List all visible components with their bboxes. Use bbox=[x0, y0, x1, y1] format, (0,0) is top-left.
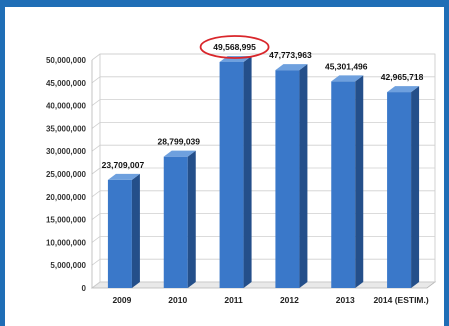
data-label: 28,799,039 bbox=[157, 137, 200, 147]
data-labels: 23,709,007 28,799,039 49,568,995 47,773,963… bbox=[102, 42, 424, 170]
y-tick-label: 20,000,000 bbox=[46, 193, 87, 202]
bar-side-2009 bbox=[131, 173, 140, 288]
bar-side-2011 bbox=[243, 55, 252, 289]
bar-2010 bbox=[163, 156, 188, 288]
gridline-depth bbox=[91, 167, 101, 175]
gridline-depth bbox=[91, 122, 101, 129]
data-label: 47,773,963 bbox=[269, 50, 312, 60]
y-axis-tick-labels: 0 5,000,000 10,000,000 15,000,000 20,000,000… bbox=[46, 56, 87, 293]
highlight-ellipse bbox=[199, 35, 270, 59]
x-category-label: 2011 bbox=[224, 295, 243, 305]
y-tick-label: 5,000,000 bbox=[50, 261, 86, 270]
bars bbox=[107, 55, 420, 289]
y-tick-label: 45,000,000 bbox=[46, 79, 87, 88]
gridline-depth bbox=[91, 99, 101, 106]
gridline-depth bbox=[91, 281, 101, 289]
bar-side-2013 bbox=[355, 75, 364, 289]
x-category-label: 2014 (ESTIM.) bbox=[373, 295, 428, 305]
data-label: 45,301,496 bbox=[325, 61, 368, 71]
bar-top-2009 bbox=[107, 173, 140, 180]
bar-side-2012 bbox=[299, 64, 308, 288]
bar-top-2014 (ESTIM.) bbox=[387, 86, 420, 93]
x-axis-category-labels: 2009 2010 2011 2012 2013 2014 (ESTIM.) bbox=[112, 295, 428, 305]
bar-2011 bbox=[219, 61, 244, 289]
bar-2012 bbox=[275, 70, 300, 288]
top-border bbox=[0, 0, 449, 7]
x-category-label: 2013 bbox=[336, 295, 355, 305]
gridline-depth bbox=[91, 258, 101, 266]
y-tick-label: 0 bbox=[82, 284, 87, 293]
gridline-depth bbox=[91, 53, 101, 61]
bar-2014 (ESTIM.) bbox=[387, 92, 412, 288]
floor bbox=[90, 281, 437, 289]
y-tick-label: 30,000,000 bbox=[46, 147, 87, 156]
gridline-depth bbox=[91, 76, 101, 84]
y-tick-label: 40,000,000 bbox=[46, 102, 87, 111]
gridlines bbox=[90, 53, 437, 289]
x-category-label: 2010 bbox=[168, 295, 187, 305]
right-border bbox=[444, 0, 449, 326]
y-tick-label: 10,000,000 bbox=[46, 238, 87, 247]
bar-side-2014 (ESTIM.) bbox=[411, 86, 420, 288]
left-border bbox=[0, 0, 5, 326]
x-category-label: 2012 bbox=[280, 295, 299, 305]
bar-top-2010 bbox=[163, 150, 196, 157]
data-label: 49,568,995 bbox=[213, 42, 256, 52]
x-category-label: 2009 bbox=[112, 295, 131, 305]
gridline-depth bbox=[91, 190, 101, 198]
highlight-ellipse-layer bbox=[199, 35, 270, 59]
gridline-depth bbox=[91, 213, 101, 220]
bar-2013 bbox=[331, 81, 356, 289]
y-tick-label: 50,000,000 bbox=[46, 56, 87, 65]
data-label: 42,965,718 bbox=[381, 72, 424, 82]
y-tick-label: 15,000,000 bbox=[46, 216, 87, 225]
bar-side-2010 bbox=[187, 150, 196, 288]
gridline-depth bbox=[91, 144, 101, 152]
y-tick-label: 25,000,000 bbox=[46, 170, 87, 179]
bar-2009 bbox=[107, 179, 132, 288]
data-label: 23,709,007 bbox=[102, 160, 145, 170]
bar-top-2013 bbox=[331, 75, 364, 82]
y-tick-label: 35,000,000 bbox=[46, 124, 87, 133]
gridline-depth bbox=[91, 236, 101, 243]
bar-top-2012 bbox=[275, 64, 308, 71]
